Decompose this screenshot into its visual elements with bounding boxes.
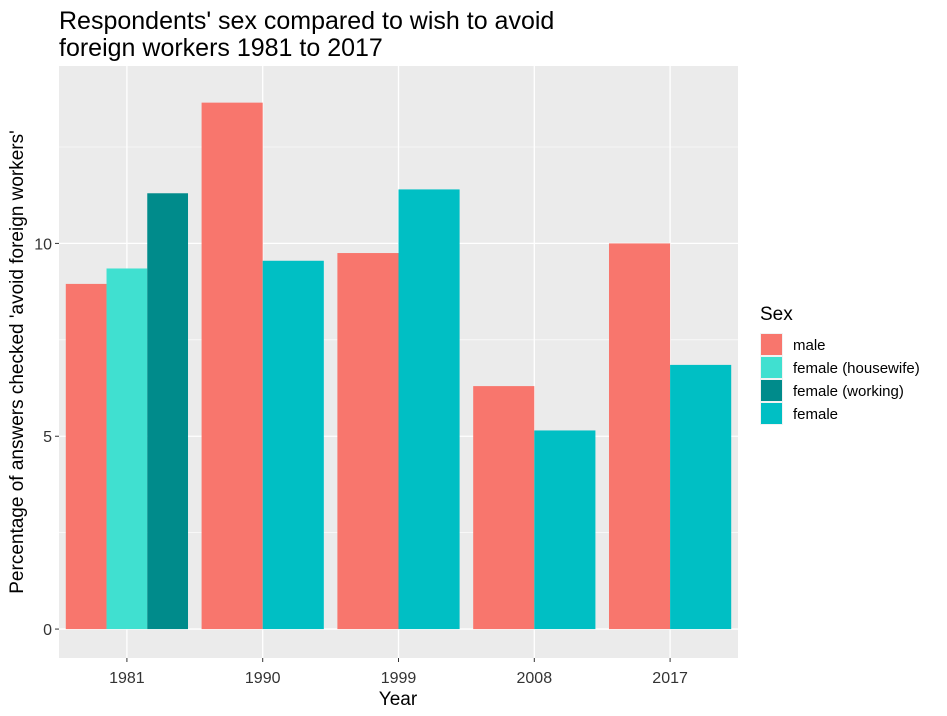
y-axis-ticks: 0 5 10 [34,236,59,639]
legend-label: female (working) [793,383,904,400]
legend-title: Sex [760,304,793,325]
legend-swatch [761,334,782,355]
legend: Sex male female (housewife) female (workin… [760,304,920,425]
legend-swatch [761,403,782,424]
bar-1999-male [337,253,399,630]
y-tick-label: 5 [43,429,52,446]
bar-1999-female [398,189,460,630]
x-tick-label: 2017 [652,670,688,687]
legend-label: female (housewife) [793,360,920,377]
bar-2017-male [608,243,671,630]
legend-swatch [761,380,782,401]
bars [65,102,732,630]
x-axis-title: Year [379,689,418,710]
bar-2008-female [534,430,596,630]
x-axis-ticks: 1981 1990 1999 2008 2017 [109,658,688,687]
bar-2017-female [670,364,732,630]
legend-label: female [793,406,838,423]
chart-title-line-2: foreign workers 1981 to 2017 [59,34,383,62]
bar-1981-female-housewife [106,268,148,630]
y-tick-label: 10 [34,236,52,253]
legend-label: male [793,337,826,354]
x-tick-label: 1981 [109,670,145,687]
legend-swatch [761,357,782,378]
bar-1981-male [65,283,107,630]
x-tick-label: 2008 [517,670,553,687]
y-tick-label: 0 [43,622,52,639]
bar-1990-female [262,260,324,630]
bar-1981-female-working [147,193,189,630]
x-tick-label: 1999 [381,670,417,687]
bar-2008-male [473,386,535,630]
chart-title-line-1: Respondents' sex compared to wish to avo… [59,7,554,35]
y-axis-title: Percentage of answers checked 'avoid for… [7,130,28,594]
bar-1990-male [201,102,263,630]
x-tick-label: 1990 [245,670,281,687]
